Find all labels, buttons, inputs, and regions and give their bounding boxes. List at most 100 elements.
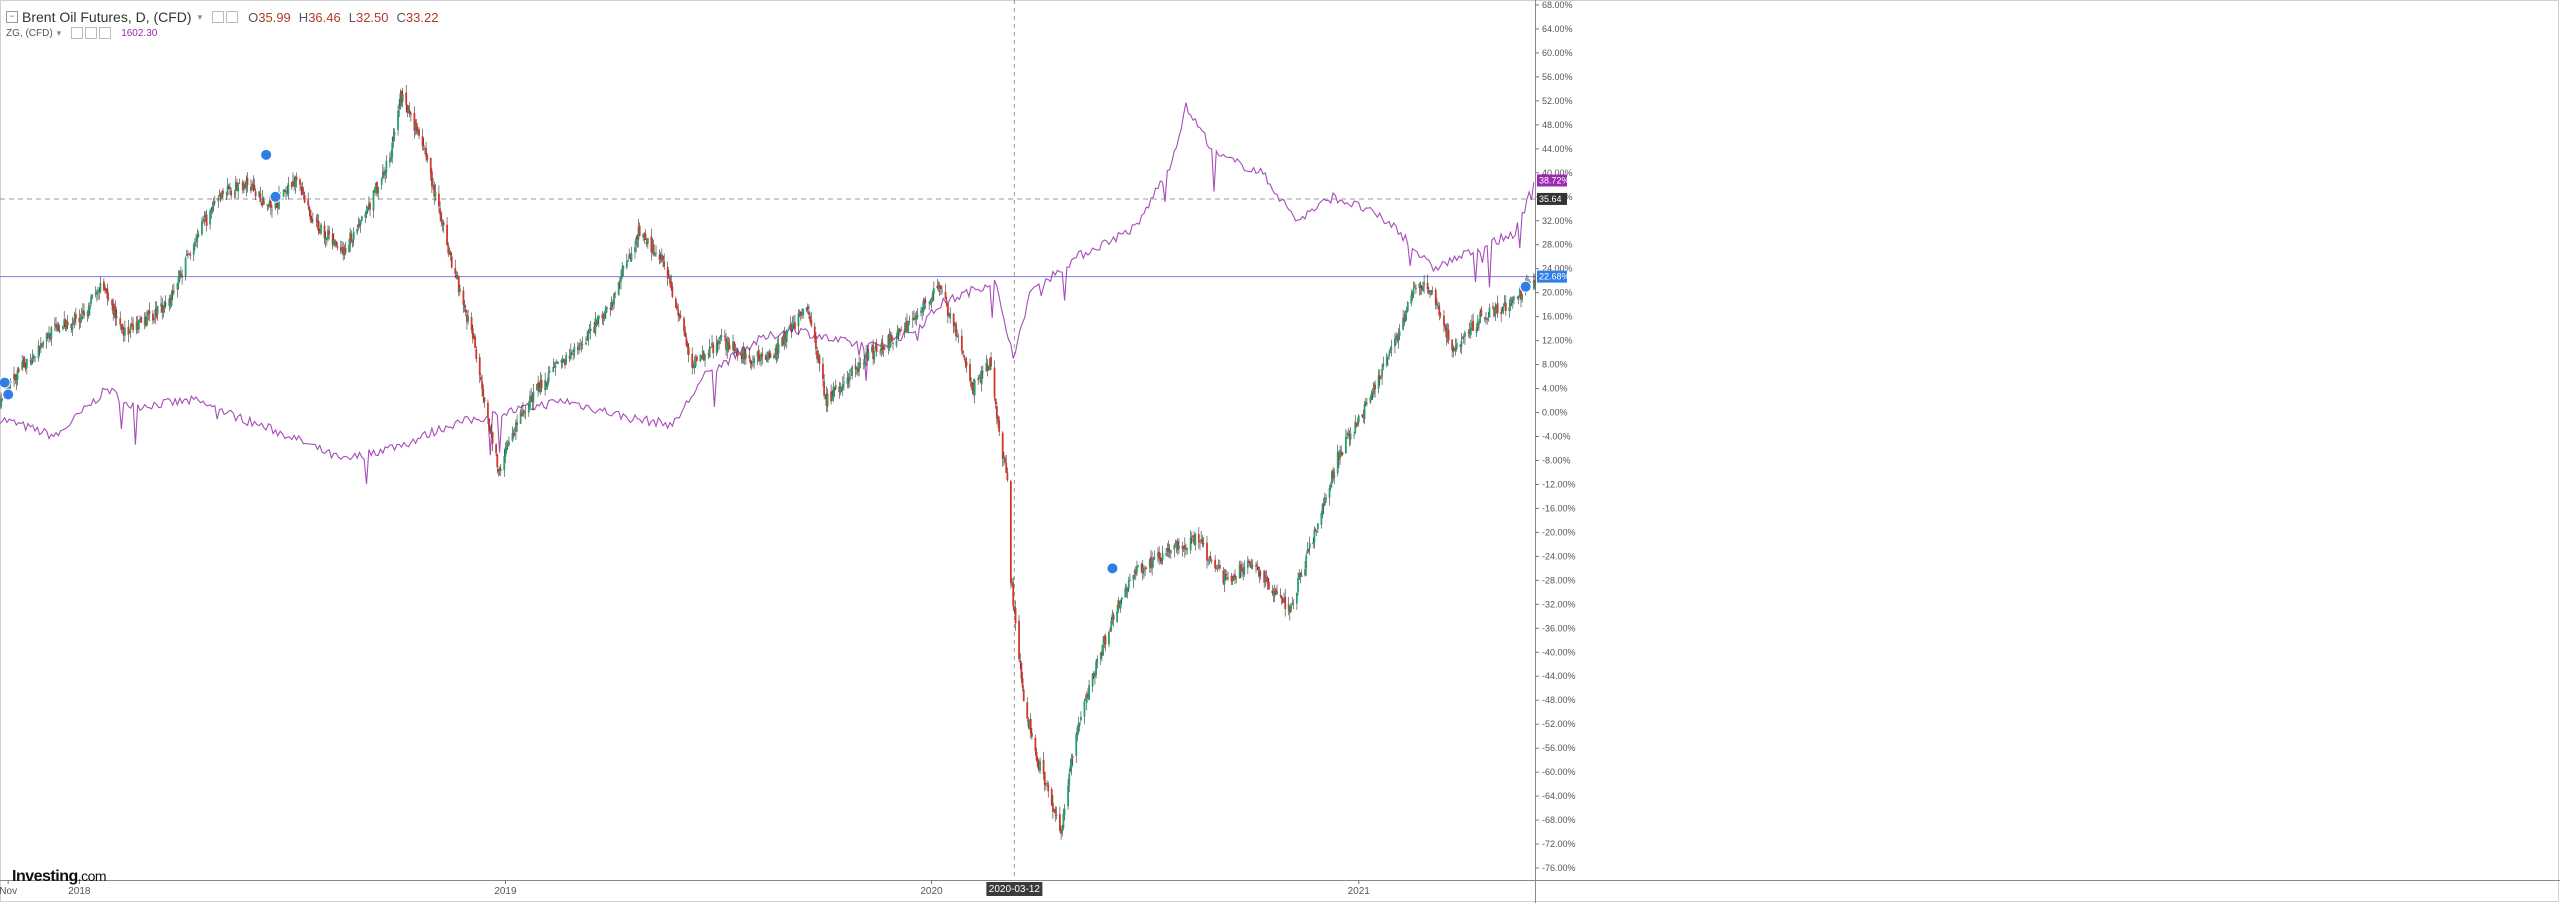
candle-up [351,240,354,243]
candle-up [1103,635,1106,644]
candle-up [978,377,981,379]
candle-down [601,314,604,319]
candle-up [565,354,568,364]
candle-up [1099,652,1102,659]
candle-up [897,328,900,332]
candle-up [1153,557,1156,559]
candle-up [88,305,91,310]
candle-down [1459,344,1462,347]
close-label: C [396,9,406,25]
candle-up [1185,547,1187,551]
candle-up [896,329,899,339]
candle-down [1438,306,1441,316]
candle-down [489,427,492,434]
candle-down [482,389,485,397]
candle-up [732,341,734,350]
candle-down [516,422,519,425]
collapse-toggle-icon[interactable]: − [6,11,18,23]
x-tick-label: 2018 [68,886,91,897]
candle-down [1447,329,1450,341]
candle-up [1250,563,1253,569]
candle-up [773,355,775,359]
y-tick-label: 44.00% [1542,144,1573,154]
candle-up [332,240,335,246]
candle-up [646,238,649,244]
candle-down [400,91,403,103]
candle-down [260,202,263,205]
candle-up [1521,294,1524,300]
candle-up [201,221,203,235]
candle-down [979,377,982,383]
candle-up [848,376,851,381]
candle-up [138,320,140,330]
candle-down [1192,535,1194,537]
candle-up [1469,327,1472,336]
y-tick-label: 48.00% [1542,120,1573,130]
candle-up [0,399,3,407]
chevron-down-icon[interactable]: ▾ [56,27,62,38]
candle-down [41,344,43,347]
settings-series-icon[interactable] [226,11,239,23]
candle-down [794,322,796,329]
candle-up [855,367,858,370]
settings-compare-icon[interactable] [85,27,98,39]
candle-down [253,185,256,191]
compare-series-title[interactable]: ZG, (CFD) [6,27,53,39]
candle-down [881,342,884,350]
candle-up [862,362,865,365]
candle-up [914,318,917,320]
candle-up [700,356,703,358]
candle-down [1026,702,1029,719]
candle-up [1283,599,1285,602]
candle-up [129,325,132,331]
candle-down [972,382,975,394]
candle-up [1295,592,1298,604]
candle-up [797,313,800,327]
candle-up [334,239,336,242]
candle-down [750,364,753,366]
candle-up [261,198,264,204]
candle-down [854,365,857,370]
candle-up [398,106,401,109]
candle-down [1332,470,1334,479]
candle-up [931,293,934,301]
remove-compare-icon[interactable] [99,27,112,39]
candle-down [316,220,319,223]
chevron-down-icon[interactable]: ▾ [197,11,203,22]
candle-down [1443,315,1445,326]
candle-down [470,317,473,331]
candle-down [1291,604,1294,606]
candle-down [181,275,183,277]
main-series-title[interactable]: Brent Oil Futures, D, (CFD) [22,9,192,25]
candle-down [774,354,776,358]
candle-up [805,307,808,311]
candle-up [373,190,376,191]
candle-down [473,336,475,339]
candle-up [162,310,165,313]
candle-up [1231,577,1234,581]
candle-up [562,359,565,363]
candle-down [429,157,432,174]
hide-series-icon[interactable] [212,11,225,23]
candle-down [892,342,894,344]
candle-up [1298,573,1301,580]
high-label: H [298,9,309,25]
candle-down [847,376,850,381]
candle-down [83,311,85,316]
candle-up [513,433,516,435]
high-value: 36.46 [308,9,341,25]
candle-up [655,252,657,254]
candle-up [204,215,207,218]
candle-down [415,122,418,132]
candle-up [953,324,956,327]
event-marker-icon [269,190,282,203]
y-tick-label: -28.00% [1542,575,1576,585]
candle-up [572,353,575,355]
low-value: 32.50 [355,9,389,25]
candle-down [497,469,500,472]
hide-compare-icon[interactable] [71,27,84,39]
candle-up [597,315,600,319]
